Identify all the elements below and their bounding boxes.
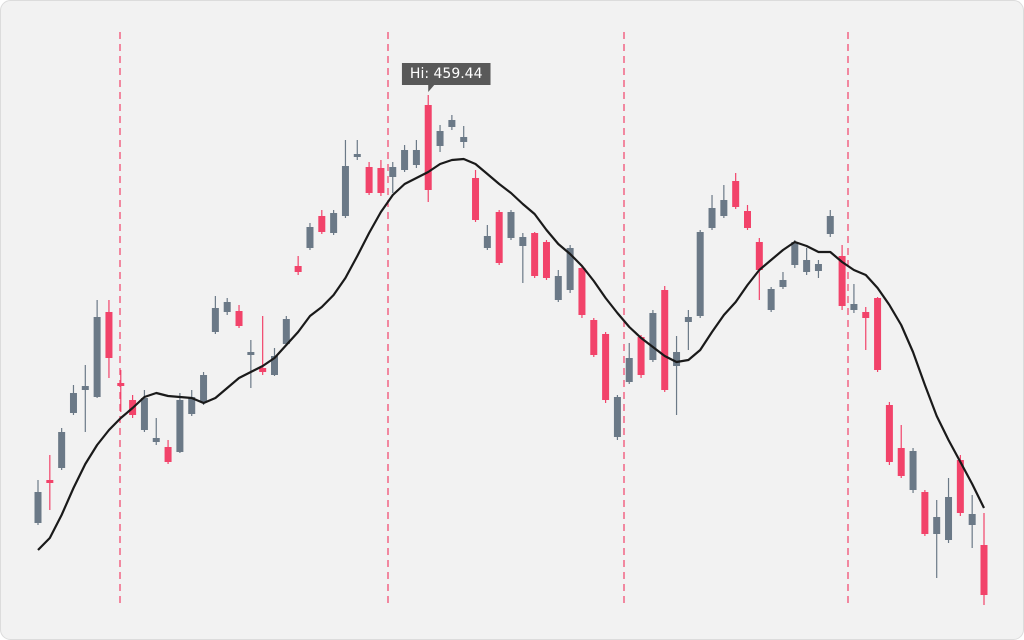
- candle-body: [613, 397, 621, 437]
- candle-body: [862, 312, 870, 318]
- candle-body: [791, 242, 799, 265]
- candle-body: [767, 289, 775, 310]
- candle-body: [81, 386, 89, 390]
- candle-body: [117, 383, 125, 386]
- candle-body: [294, 266, 302, 272]
- candle-body: [472, 178, 480, 220]
- candle-body: [211, 308, 219, 332]
- candle-body: [850, 304, 858, 310]
- candle-body: [259, 368, 267, 372]
- candle-body: [590, 320, 598, 355]
- candle-body: [460, 137, 468, 142]
- candle-body: [874, 298, 882, 370]
- candle-body: [897, 448, 905, 476]
- candle-body: [188, 397, 196, 414]
- candle-body: [980, 545, 988, 595]
- candle-body: [483, 236, 491, 248]
- candle-body: [933, 517, 941, 534]
- candle-body: [58, 432, 66, 468]
- candle-body: [377, 168, 385, 193]
- high-tooltip: Hi: 459.44: [401, 63, 491, 92]
- candle-body: [744, 211, 751, 228]
- candle-body: [412, 150, 420, 165]
- candle-body: [673, 352, 681, 366]
- candle-body: [945, 497, 953, 540]
- candle-body: [341, 166, 349, 216]
- candle-body: [542, 242, 550, 278]
- candle-body: [448, 120, 456, 127]
- candle-body: [330, 213, 338, 233]
- candle-body: [554, 276, 562, 300]
- candle-body: [803, 260, 811, 272]
- candle-body: [353, 154, 361, 157]
- candle-body: [637, 337, 645, 375]
- candle-body: [69, 393, 77, 413]
- high-tooltip-box: [401, 63, 491, 92]
- candle-body: [507, 212, 515, 238]
- candle-body: [495, 212, 503, 263]
- candle-body: [365, 167, 373, 193]
- candle-body: [34, 492, 42, 523]
- candle-body: [838, 256, 846, 306]
- candle-body: [602, 334, 610, 400]
- candle-body: [566, 248, 574, 290]
- candle-body: [826, 216, 834, 234]
- candle-body: [909, 451, 917, 490]
- candle-body: [814, 264, 822, 271]
- candle-body: [779, 280, 787, 287]
- candle-body: [519, 237, 527, 246]
- candle-body: [696, 232, 704, 316]
- candle-body: [247, 352, 255, 355]
- candle-body: [708, 208, 716, 228]
- candle-body: [684, 317, 692, 322]
- candle-body: [531, 233, 539, 276]
- candle-body: [105, 312, 113, 358]
- candle-body: [306, 227, 314, 248]
- candle-body: [140, 398, 148, 430]
- candle-body: [164, 447, 172, 462]
- candle-body: [921, 492, 929, 534]
- candle-body: [436, 131, 444, 146]
- candle-body: [176, 400, 184, 452]
- candle-body: [401, 150, 409, 170]
- candle-body: [578, 268, 586, 315]
- candle-body: [625, 358, 633, 382]
- candle-body: [755, 242, 763, 270]
- candle-body: [271, 356, 278, 375]
- candle-body: [956, 460, 964, 513]
- candle-body: [200, 375, 208, 402]
- candle-body: [282, 319, 290, 344]
- candle-body: [152, 438, 160, 442]
- candle-body: [389, 167, 397, 177]
- candle-body: [885, 405, 893, 462]
- high-tooltip-text: Hi: 459.44: [410, 66, 483, 82]
- candle-body: [93, 317, 101, 397]
- candle-body: [424, 105, 432, 190]
- candle-body: [968, 514, 976, 525]
- candle-body: [46, 480, 54, 483]
- candle-body: [732, 181, 740, 207]
- candle-body: [318, 216, 326, 232]
- candle-body: [223, 302, 231, 312]
- candle-body: [649, 313, 657, 360]
- candle-body: [661, 290, 669, 390]
- candle-body: [720, 200, 728, 216]
- moving-average-line: [37, 157, 985, 551]
- candle-body: [235, 311, 243, 326]
